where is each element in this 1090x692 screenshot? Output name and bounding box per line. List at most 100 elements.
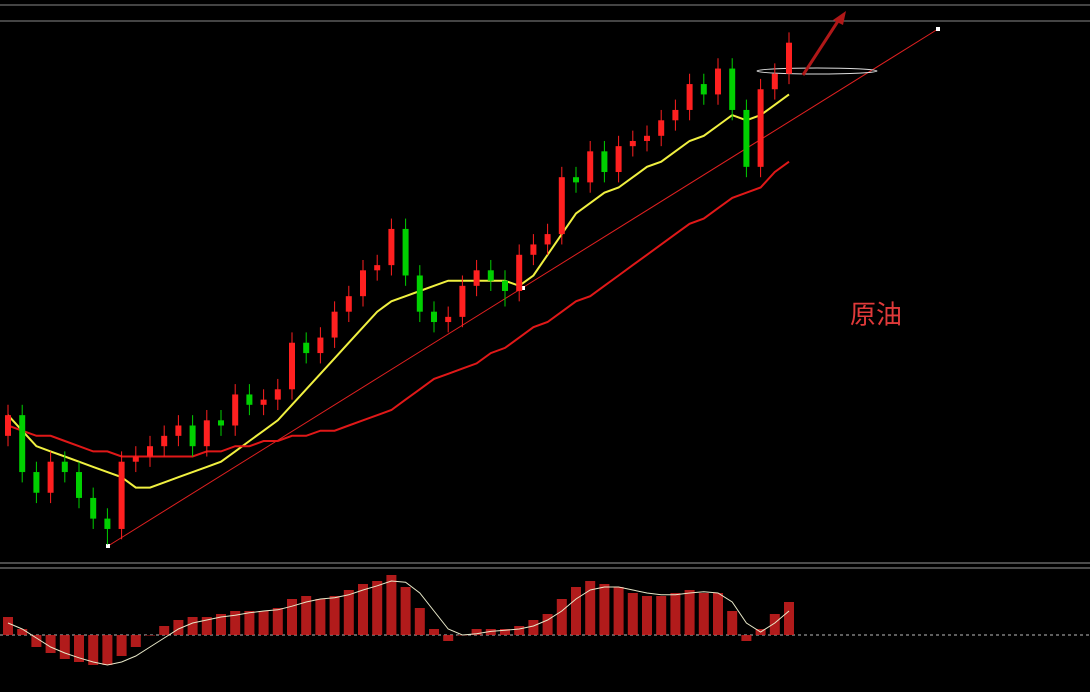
candle-body <box>743 109 750 167</box>
indicator-bar <box>556 599 567 635</box>
indicator-bar <box>642 596 652 635</box>
candle-body <box>76 472 82 498</box>
indicator-bar <box>528 620 539 635</box>
indicator-bar <box>329 596 340 635</box>
indicator-bar <box>585 581 596 635</box>
candle-body <box>402 228 409 276</box>
indicator-bar <box>500 629 510 635</box>
candle-body <box>132 456 139 462</box>
candle-body <box>90 497 97 519</box>
candle-body <box>289 342 295 390</box>
candle-body <box>629 140 636 147</box>
moving-average <box>7 160 790 458</box>
candle-body <box>260 399 267 405</box>
indicator-bar <box>443 635 454 641</box>
candle-body <box>189 425 196 447</box>
candle-body <box>416 275 423 312</box>
indicator-bar <box>230 611 241 635</box>
candle-body <box>573 177 579 183</box>
candle-body <box>771 73 778 90</box>
indicator-bar <box>358 584 368 635</box>
arrow-head <box>833 11 846 25</box>
candle-body <box>473 270 480 286</box>
indicator-bar <box>727 611 738 635</box>
candle-body <box>161 435 168 447</box>
candle-body <box>147 446 153 457</box>
candle-body <box>47 461 54 493</box>
indicator-bar <box>627 593 638 635</box>
candle-body <box>61 461 68 473</box>
candle-body <box>33 472 40 493</box>
indicator-bar <box>145 635 155 636</box>
indicator-bar <box>386 575 397 635</box>
candle-body <box>686 84 693 110</box>
candle-body <box>203 420 210 447</box>
candle-body <box>672 109 679 121</box>
candle-body <box>175 425 182 436</box>
candle-body <box>331 311 338 338</box>
indicator-bar <box>656 596 667 635</box>
indicator-bar <box>59 635 70 659</box>
indicator-bar <box>414 608 425 635</box>
candle-body <box>757 89 764 167</box>
indicator-bar <box>45 635 56 653</box>
indicator-bar <box>315 599 326 635</box>
indicator-bar <box>31 635 42 647</box>
indicator-bar <box>187 617 198 635</box>
candle-body <box>118 461 125 529</box>
indicator-bar <box>272 608 283 635</box>
candle-body <box>516 254 523 291</box>
indicator-bar <box>769 614 780 635</box>
candle-body <box>587 151 594 183</box>
candle-body <box>487 270 494 281</box>
candle-body <box>19 415 26 473</box>
candle-body <box>658 120 665 136</box>
highlight-ellipse <box>756 67 878 75</box>
indicator-bar <box>613 587 624 635</box>
candle-body <box>374 265 381 271</box>
candle-body <box>558 177 565 235</box>
indicator-bar <box>571 587 581 635</box>
candle-body <box>104 518 111 529</box>
candle-body <box>729 68 736 110</box>
indicator-bar <box>258 611 269 635</box>
trend-handle <box>521 286 525 290</box>
indicator-bar <box>343 590 354 635</box>
candle-body <box>232 394 239 426</box>
indicator-bar <box>400 587 411 635</box>
candle-body <box>615 146 622 173</box>
indicator-bar <box>301 596 312 635</box>
candle-body <box>700 84 707 95</box>
indicator-bar <box>173 620 184 635</box>
candle-body <box>345 296 352 312</box>
candle-body <box>218 420 224 426</box>
candle-body <box>445 316 452 323</box>
indicator-bar <box>429 629 439 635</box>
candle-body <box>786 42 792 74</box>
indicator-bar <box>713 593 723 635</box>
arrow <box>801 17 842 76</box>
candle-body <box>530 244 537 255</box>
indicator-bar <box>698 593 709 635</box>
indicator-bar <box>116 635 127 656</box>
indicator-bar <box>784 602 794 635</box>
indicator-bar <box>244 611 255 635</box>
candle-body <box>317 337 324 354</box>
indicator-bar <box>216 614 226 635</box>
candle-body <box>5 415 11 436</box>
indicator-bar <box>514 626 525 635</box>
indicator-bar <box>741 635 752 641</box>
trend-handle <box>106 544 110 548</box>
candle-body <box>274 389 281 400</box>
candle-body <box>360 270 366 297</box>
candle-body <box>303 342 310 354</box>
indicator-bar <box>201 617 212 635</box>
indicator-bar <box>130 635 141 647</box>
candle-body <box>601 151 608 173</box>
indicator-bar <box>670 593 681 635</box>
indicator-signal <box>7 580 790 666</box>
candle-body <box>246 394 253 405</box>
